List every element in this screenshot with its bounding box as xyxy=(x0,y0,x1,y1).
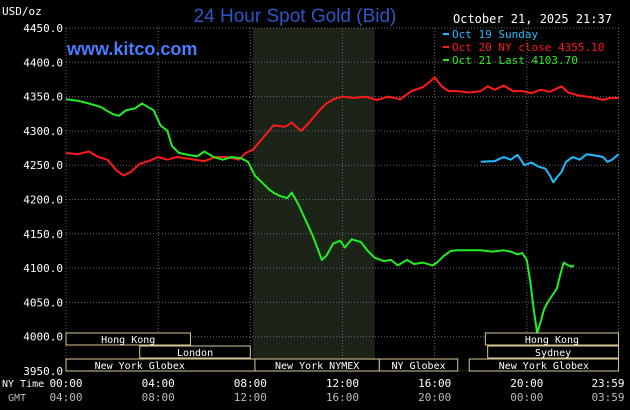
session-box xyxy=(487,345,620,359)
gmt-label: GMT xyxy=(8,393,26,404)
ny-time-ticks: 00:00 04:00 08:00 12:00 16:00 20:00 23:59 xyxy=(49,377,624,390)
y-unit-label: USD/oz xyxy=(2,5,42,18)
session-box xyxy=(484,332,620,346)
y-tick-label: 4000.0 xyxy=(23,331,63,344)
y-tick-label: 4200.0 xyxy=(23,194,63,207)
session-label: NY Globex xyxy=(391,361,445,372)
session-label: New York NYMEX xyxy=(275,361,359,372)
gmt-time-tick: 04:00 xyxy=(49,391,82,404)
market-sessions: Hong Kong London New York Globex New York N… xyxy=(65,332,620,372)
gmt-time-tick: 03:59 xyxy=(591,391,624,404)
series-line-1 xyxy=(480,153,620,184)
legend-entry: Oct 20 NY close 4355.10 xyxy=(452,41,604,54)
y-tick-label: 4400.0 xyxy=(23,56,63,69)
ny-time-tick: 00:00 xyxy=(49,377,82,390)
session-label: New York Globex xyxy=(499,361,589,372)
gmt-time-tick: 08:00 xyxy=(142,391,175,404)
ny-time-tick: 04:00 xyxy=(142,377,175,390)
gmt-time-tick: 16:00 xyxy=(326,391,359,404)
legend-entry: Oct 19 Sunday xyxy=(452,28,538,41)
y-tick-label: 4300.0 xyxy=(23,125,63,138)
y-axis-ticks: 4450.0 4400.0 4350.0 4300.0 4250.0 4200.0 4150… xyxy=(23,22,63,378)
ny-time-tick: 12:00 xyxy=(326,377,359,390)
session-box xyxy=(468,358,620,372)
ny-time-tick: 20:00 xyxy=(510,377,543,390)
series-line-3 xyxy=(65,98,575,335)
y-tick-label: 4450.0 xyxy=(23,22,63,35)
ny-time-label: NY Time xyxy=(2,379,44,390)
gmt-time-ticks: 04:00 08:00 12:00 16:00 20:00 00:00 03:59 xyxy=(49,391,624,404)
series-line-2 xyxy=(65,76,619,177)
watermark: www.kitco.com xyxy=(66,39,197,59)
legend-entry: Oct 21 Last 4103.70 xyxy=(452,54,578,67)
y-tick-label: 4350.0 xyxy=(23,91,63,104)
session-box xyxy=(378,358,459,372)
chart-title: 24 Hour Spot Gold (Bid) xyxy=(194,6,397,27)
session-label: London xyxy=(177,348,213,359)
ny-time-tick: 23:59 xyxy=(591,377,624,390)
grid-lines xyxy=(65,27,620,372)
ny-time-tick: 16:00 xyxy=(418,377,451,390)
session-box xyxy=(139,345,251,359)
ny-time-tick: 08:00 xyxy=(234,377,267,390)
gmt-time-tick: 20:00 xyxy=(418,391,451,404)
timestamp: October 21, 2025 21:37 xyxy=(453,12,612,26)
y-tick-label: 4150.0 xyxy=(23,228,63,241)
session-label: New York Globex xyxy=(95,361,185,372)
series-layer xyxy=(65,76,620,335)
y-tick-label: 4250.0 xyxy=(23,159,63,172)
session-label: Hong Kong xyxy=(525,335,579,346)
y-tick-label: 4100.0 xyxy=(23,262,63,275)
session-label: Sydney xyxy=(535,348,571,359)
y-tick-label: 4050.0 xyxy=(23,296,63,309)
y-tick-label: 3950.0 xyxy=(23,365,63,378)
gmt-time-tick: 12:00 xyxy=(234,391,267,404)
session-label: Hong Kong xyxy=(101,335,155,346)
gmt-time-tick: 00:00 xyxy=(510,391,543,404)
session-box xyxy=(65,332,191,346)
